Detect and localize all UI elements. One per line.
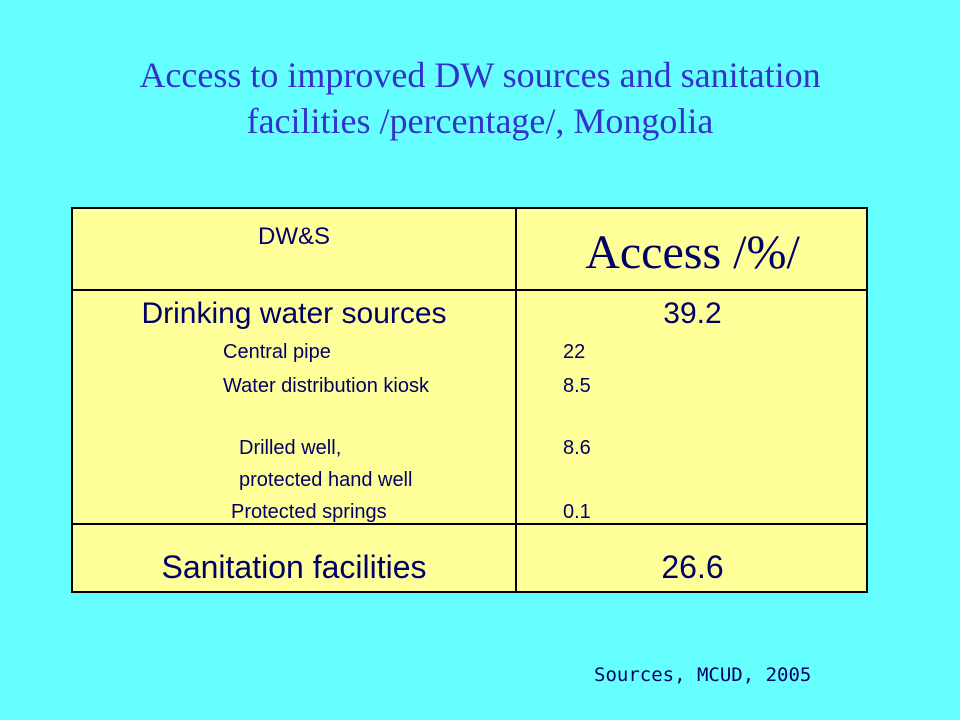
source-note: Sources, MCUD, 2005 [594,664,812,686]
sub-item-value: 0.1 [563,501,591,523]
slide-title-line-1: Access to improved DW sources and sanita… [139,55,821,95]
sub-item-label: Protected springs [231,501,387,523]
header-dws: DW&S [258,223,330,250]
sub-item-value: 8.6 [563,437,591,459]
sub-item-label: Water distribution kiosk [223,375,429,397]
slide-title-line-2: facilities /percentage/, Mongolia [246,101,714,141]
sub-item-label: Central pipe [223,341,331,363]
column-divider [515,209,517,591]
drinking-water-value: 39.2 [663,297,722,330]
sub-item-label: protected hand well [239,469,413,491]
row-divider [73,523,866,525]
sub-item-value: 22 [563,341,586,363]
sub-item-value: 8.5 [563,375,591,397]
drinking-water-label: Drinking water sources [141,297,447,330]
header-divider [73,289,866,291]
sanitation-value: 26.6 [661,549,724,585]
header-access: Access /%/ [585,226,800,279]
access-table: DW&S Access /%/ Drinking water sources 3… [71,207,868,593]
sanitation-label: Sanitation facilities [161,549,427,585]
slide-title: Access to improved DW sources and sanita… [40,52,920,144]
sub-item-label: Drilled well, [239,437,342,459]
